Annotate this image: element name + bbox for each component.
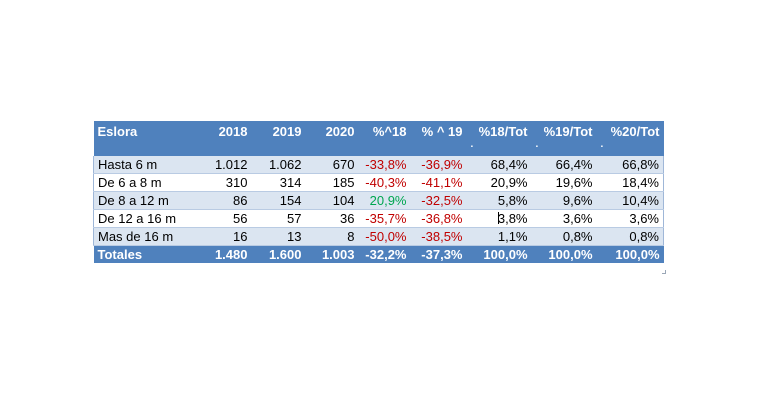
table-row: De 6 a 8 m 310 314 185 -40,3% -41,1% 20,…: [93, 173, 664, 192]
cell-2018: 16: [201, 227, 252, 246]
header-pct20-tot: %20/Tot.: [596, 121, 664, 156]
cell-2019: 13: [251, 227, 306, 246]
cell-pct20-tot: 3,6%: [596, 209, 664, 228]
cell-2018: 310: [201, 173, 252, 192]
header-row: Eslora 2018 2019 2020 %^18 % ^ 19 %18/To…: [93, 121, 664, 156]
totals-row: Totales 1.480 1.600 1.003 -32,2% -37,3% …: [93, 245, 664, 263]
header-dot: .: [470, 139, 474, 150]
table-row: Mas de 16 m 16 13 8 -50,0% -38,5% 1,1% 0…: [93, 227, 664, 246]
table-row: Hasta 6 m 1.012 1.062 670 -33,8% -36,9% …: [93, 156, 664, 174]
cell-pct19-tot: 3,6%: [531, 209, 597, 228]
header-2018: 2018: [201, 121, 252, 156]
header-pct-19: % ^ 19: [410, 121, 467, 156]
cell-2020: 185: [305, 173, 359, 192]
cell-2018: 1.012: [201, 156, 252, 174]
header-dot: .: [600, 139, 604, 150]
cell-pct18-tot: 5,8%: [466, 191, 532, 210]
cell-2019: 154: [251, 191, 306, 210]
table-row: De 12 a 16 m 56 57 36 -35,7% -36,8% 3,8%…: [93, 209, 664, 228]
cell-2020: 104: [305, 191, 359, 210]
cell-pct20-tot: 66,8%: [596, 156, 664, 174]
total-2018: 1.480: [201, 245, 252, 263]
cell-2020: 8: [305, 227, 359, 246]
cell-eslora: De 12 a 16 m: [93, 209, 202, 228]
cell-2019: 314: [251, 173, 306, 192]
total-pct19-tot: 100,0%: [531, 245, 597, 263]
cell-pct-19: -32,5%: [410, 191, 467, 210]
cell-pct18-tot: 1,1%: [466, 227, 532, 246]
total-2019: 1.600: [251, 245, 306, 263]
cell-pct-19: -36,9%: [410, 156, 467, 174]
cell-eslora: Mas de 16 m: [93, 227, 202, 246]
cell-pct20-tot: 10,4%: [596, 191, 664, 210]
header-2020: 2020: [305, 121, 359, 156]
cell-pct19-tot: 9,6%: [531, 191, 597, 210]
cell-pct-18: -33,8%: [358, 156, 411, 174]
totals-label: Totales: [93, 245, 202, 263]
text-cursor-icon: [497, 212, 499, 224]
cell-2020: 36: [305, 209, 359, 228]
cell-pct-18: -35,7%: [358, 209, 411, 228]
cell-pct20-tot: 18,4%: [596, 173, 664, 192]
data-table-container: Eslora 2018 2019 2020 %^18 % ^ 19 %18/To…: [93, 121, 664, 263]
total-pct20-tot: 100,0%: [596, 245, 664, 263]
header-pct18-tot: %18/Tot.: [466, 121, 532, 156]
table-row: De 8 a 12 m 86 154 104 20,9% -32,5% 5,8%…: [93, 191, 664, 210]
cell-pct20-tot: 0,8%: [596, 227, 664, 246]
table-resize-handle-icon[interactable]: [662, 270, 666, 274]
cell-value: 3,8%: [497, 211, 528, 226]
cell-pct19-tot: 66,4%: [531, 156, 597, 174]
cell-2019: 1.062: [251, 156, 306, 174]
cell-pct-19: -36,8%: [410, 209, 467, 228]
cell-eslora: De 8 a 12 m: [93, 191, 202, 210]
header-pct19-tot: %19/Tot.: [531, 121, 597, 156]
cell-pct19-tot: 19,6%: [531, 173, 597, 192]
cell-pct-18: -50,0%: [358, 227, 411, 246]
total-2020: 1.003: [305, 245, 359, 263]
header-eslora: Eslora: [93, 121, 202, 156]
cell-2018: 56: [201, 209, 252, 228]
header-dot: .: [535, 139, 539, 150]
eslora-table: Eslora 2018 2019 2020 %^18 % ^ 19 %18/To…: [93, 121, 664, 263]
header-pct-18: %^18: [358, 121, 411, 156]
cell-eslora: Hasta 6 m: [93, 156, 202, 174]
cell-pct19-tot: 0,8%: [531, 227, 597, 246]
cell-pct-18: 20,9%: [358, 191, 411, 210]
cell-pct18-tot: 20,9%: [466, 173, 532, 192]
cell-pct-19: -38,5%: [410, 227, 467, 246]
cell-2019: 57: [251, 209, 306, 228]
cell-pct18-tot: 68,4%: [466, 156, 532, 174]
cell-2018: 86: [201, 191, 252, 210]
cell-pct-19: -41,1%: [410, 173, 467, 192]
total-pct-19: -37,3%: [410, 245, 467, 263]
total-pct18-tot: 100,0%: [466, 245, 532, 263]
cell-pct-18: -40,3%: [358, 173, 411, 192]
total-pct-18: -32,2%: [358, 245, 411, 263]
cell-2020: 670: [305, 156, 359, 174]
cell-pct18-tot[interactable]: 3,8%: [466, 209, 532, 228]
cell-eslora: De 6 a 8 m: [93, 173, 202, 192]
header-2019: 2019: [251, 121, 306, 156]
